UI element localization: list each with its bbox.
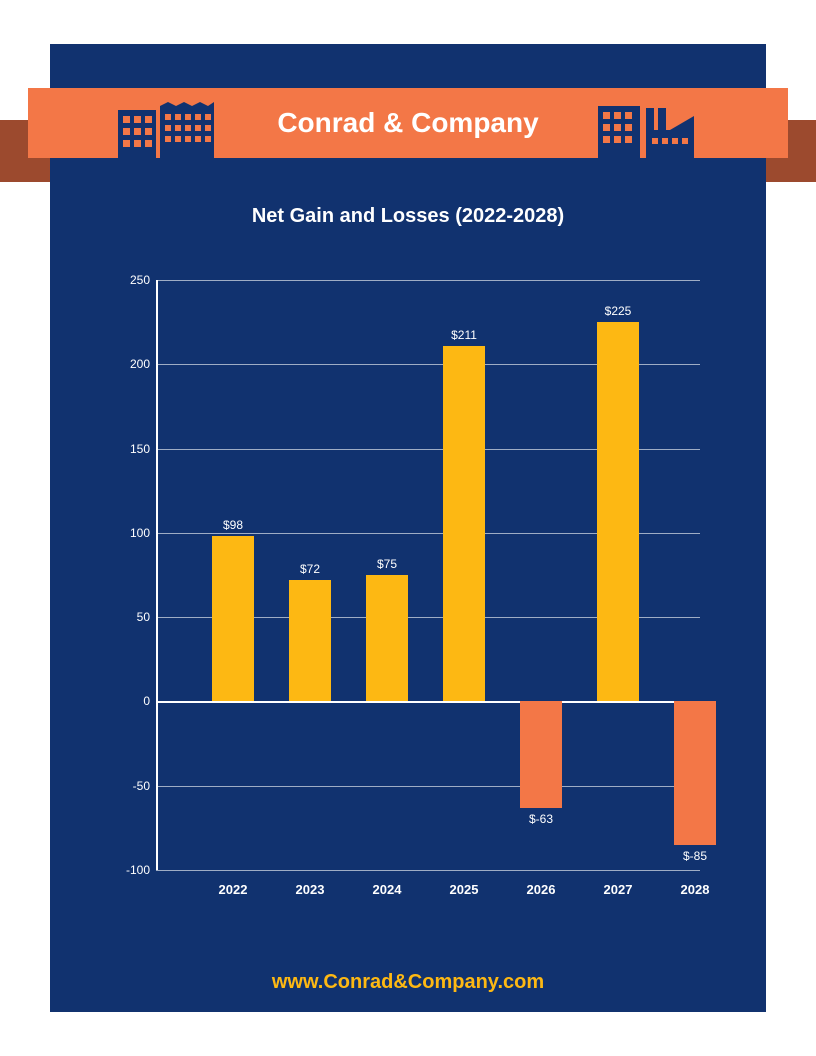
y-tick-label: -100	[110, 863, 150, 877]
gridline	[156, 701, 700, 703]
bar	[212, 536, 254, 701]
y-tick-label: 150	[110, 442, 150, 456]
bar-value-label: $-85	[665, 849, 725, 863]
x-tick-label: 2028	[665, 882, 725, 897]
chart-area: 250200150100500-50-100 $98$72$75$211$-63…	[120, 280, 700, 900]
y-tick-label: 200	[110, 357, 150, 371]
y-tick-label: -50	[110, 779, 150, 793]
bar-value-label: $98	[203, 518, 263, 532]
bar	[366, 575, 408, 701]
bar-value-label: $225	[588, 304, 648, 318]
x-tick-label: 2027	[588, 882, 648, 897]
footer-url: www.Conrad&Company.com	[0, 971, 816, 994]
x-tick-label: 2026	[511, 882, 571, 897]
bar	[443, 346, 485, 702]
header-bar: Conrad & Company	[28, 88, 788, 158]
gridline	[156, 786, 700, 787]
gridline	[156, 280, 700, 281]
bar	[674, 701, 716, 844]
company-title: Conrad & Company	[277, 107, 538, 139]
bar-value-label: $-63	[511, 812, 571, 826]
bar	[289, 580, 331, 701]
x-tick-label: 2024	[357, 882, 417, 897]
y-tick-label: 0	[110, 694, 150, 708]
bar-value-label: $75	[357, 557, 417, 571]
x-tick-label: 2025	[434, 882, 494, 897]
buildings-right-icon	[598, 88, 698, 158]
chart-title: Net Gain and Losses (2022-2028)	[0, 205, 816, 228]
x-tick-label: 2022	[203, 882, 263, 897]
bar-value-label: $211	[434, 328, 494, 342]
buildings-left-icon	[118, 88, 218, 158]
gridline	[156, 870, 700, 871]
bar	[520, 701, 562, 807]
x-tick-label: 2023	[280, 882, 340, 897]
y-tick-label: 50	[110, 610, 150, 624]
bar	[597, 322, 639, 701]
y-axis-line	[156, 280, 158, 870]
y-tick-label: 100	[110, 526, 150, 540]
y-tick-label: 250	[110, 273, 150, 287]
bar-value-label: $72	[280, 562, 340, 576]
